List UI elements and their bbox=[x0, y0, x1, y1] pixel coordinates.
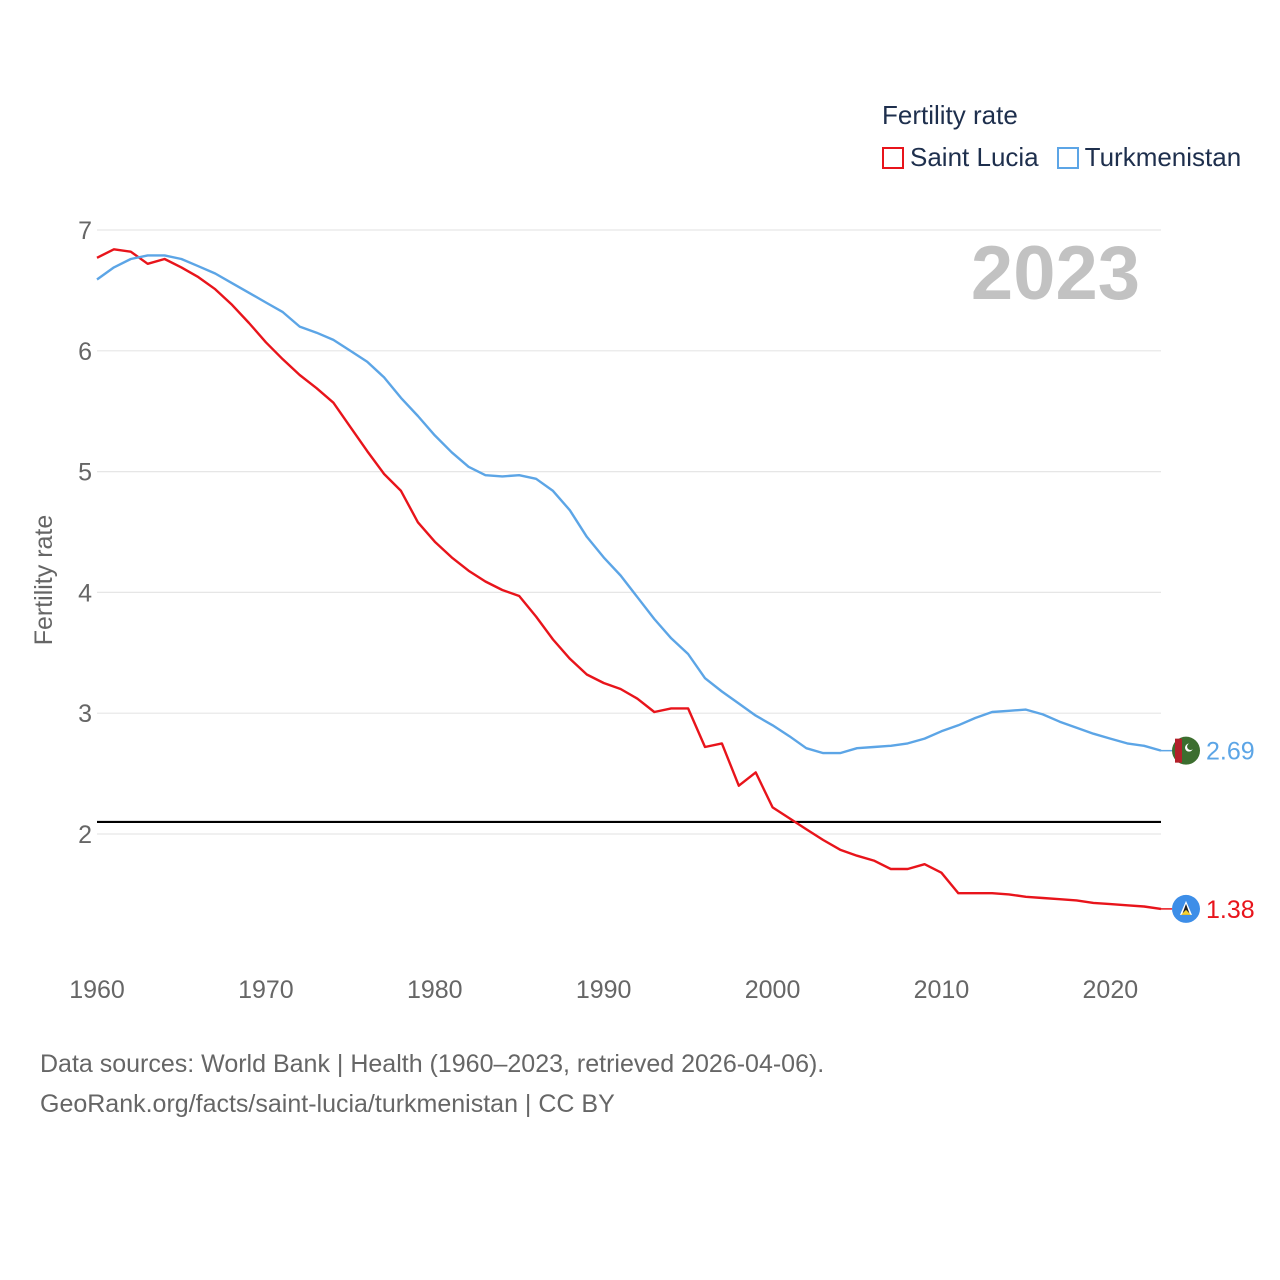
x-tick-label: 1980 bbox=[407, 976, 463, 1004]
series-line-turkmenistan[interactable] bbox=[96, 254, 1162, 755]
series-line-saint-lucia[interactable] bbox=[96, 248, 1162, 911]
legend-swatch-turkmenistan bbox=[1056, 146, 1079, 169]
legend: Saint Lucia Turkmenistan bbox=[882, 142, 1259, 173]
legend-item-saint-lucia[interactable]: Saint Lucia bbox=[882, 142, 1039, 173]
series-end-label: 2.69 bbox=[1206, 738, 1255, 766]
source-note: Data sources: World Bank | Health (1960–… bbox=[40, 1044, 824, 1124]
y-tick-label: 6 bbox=[78, 338, 92, 366]
turkmenistan-flag-icon bbox=[1172, 736, 1200, 765]
legend-label-turkmenistan: Turkmenistan bbox=[1084, 142, 1242, 172]
x-tick-label: 1970 bbox=[238, 976, 294, 1004]
x-tick-label: 1990 bbox=[576, 976, 632, 1004]
x-tick-label: 2020 bbox=[1083, 976, 1139, 1004]
legend-item-turkmenistan[interactable]: Turkmenistan bbox=[1056, 142, 1242, 173]
legend-swatch-saint-lucia bbox=[882, 146, 904, 169]
y-tick-label: 7 bbox=[78, 217, 92, 245]
y-tick-label: 4 bbox=[78, 579, 92, 607]
y-tick-label: 2 bbox=[78, 821, 92, 849]
y-tick-label: 5 bbox=[78, 459, 92, 487]
year-label: 2023 bbox=[970, 231, 1140, 316]
x-tick-label: 2010 bbox=[914, 976, 970, 1004]
x-tick-label: 1960 bbox=[69, 976, 125, 1004]
source-line-2[interactable]: GeoRank.org/facts/saint-lucia/turkmenist… bbox=[40, 1090, 615, 1118]
legend-title: Fertility rate bbox=[882, 100, 1018, 130]
source-line-1: Data sources: World Bank | Health (1960–… bbox=[40, 1050, 825, 1078]
saint-lucia-flag-icon bbox=[1172, 894, 1200, 923]
x-tick-label: 2000 bbox=[745, 976, 801, 1004]
series-end-label: 1.38 bbox=[1206, 896, 1255, 924]
y-tick-label: 3 bbox=[78, 700, 92, 728]
legend-label-saint-lucia: Saint Lucia bbox=[910, 142, 1039, 172]
y-axis-title: Fertility rate bbox=[30, 515, 58, 646]
